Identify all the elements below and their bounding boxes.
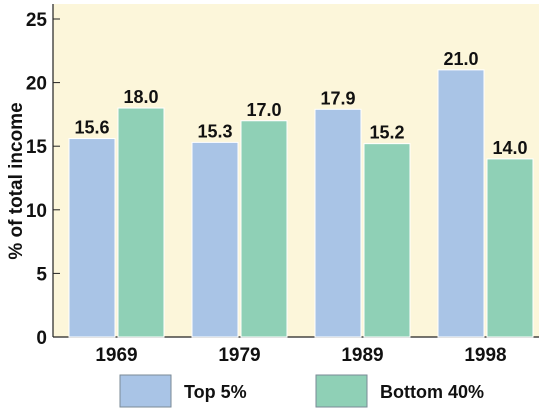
bar-top5-1989 <box>314 108 362 338</box>
bar-top5-1979 <box>191 141 239 338</box>
x-axis: 1969 1979 1989 1998 <box>53 336 539 366</box>
legend-swatch-bottom40 <box>315 374 368 408</box>
bar-bottom40-1969 <box>117 107 165 338</box>
data-label: 15.3 <box>197 121 232 141</box>
y-tick-label: 5 <box>36 264 47 285</box>
legend-label-top5: Top 5% <box>184 382 247 402</box>
data-label: 17.0 <box>246 100 281 120</box>
data-label: 21.0 <box>443 49 478 69</box>
data-label: 18.0 <box>123 87 158 107</box>
y-axis: 0 5 10 15 20 25 <box>26 4 60 349</box>
legend-swatch-top5 <box>119 374 172 408</box>
bar-bottom40-1998 <box>486 158 534 338</box>
x-tick-label: 1969 <box>95 345 137 366</box>
bar-top5-1969 <box>68 138 116 338</box>
y-tick-label: 25 <box>26 10 48 31</box>
y-axis-label: % of total income <box>6 102 27 259</box>
bars <box>68 69 534 338</box>
data-labels: 15.6 18.0 15.3 17.0 17.9 15.2 21.0 14.0 <box>74 49 527 158</box>
data-label: 15.6 <box>74 118 109 138</box>
data-label: 15.2 <box>369 123 404 143</box>
bar-bottom40-1989 <box>363 143 411 338</box>
bar-bottom40-1979 <box>240 120 288 338</box>
y-tick-label: 0 <box>36 328 47 349</box>
y-tick-label: 20 <box>26 74 47 95</box>
legend: Top 5% Bottom 40% <box>119 374 484 408</box>
legend-label-bottom40: Bottom 40% <box>380 382 484 402</box>
data-label: 14.0 <box>492 138 527 158</box>
y-tick-label: 15 <box>26 137 48 158</box>
x-tick-label: 1998 <box>464 345 506 366</box>
bar-top5-1998 <box>437 69 485 338</box>
y-tick-label: 10 <box>26 201 47 222</box>
x-tick-label: 1979 <box>218 345 260 366</box>
data-label: 17.9 <box>320 88 355 108</box>
x-tick-label: 1989 <box>341 345 383 366</box>
